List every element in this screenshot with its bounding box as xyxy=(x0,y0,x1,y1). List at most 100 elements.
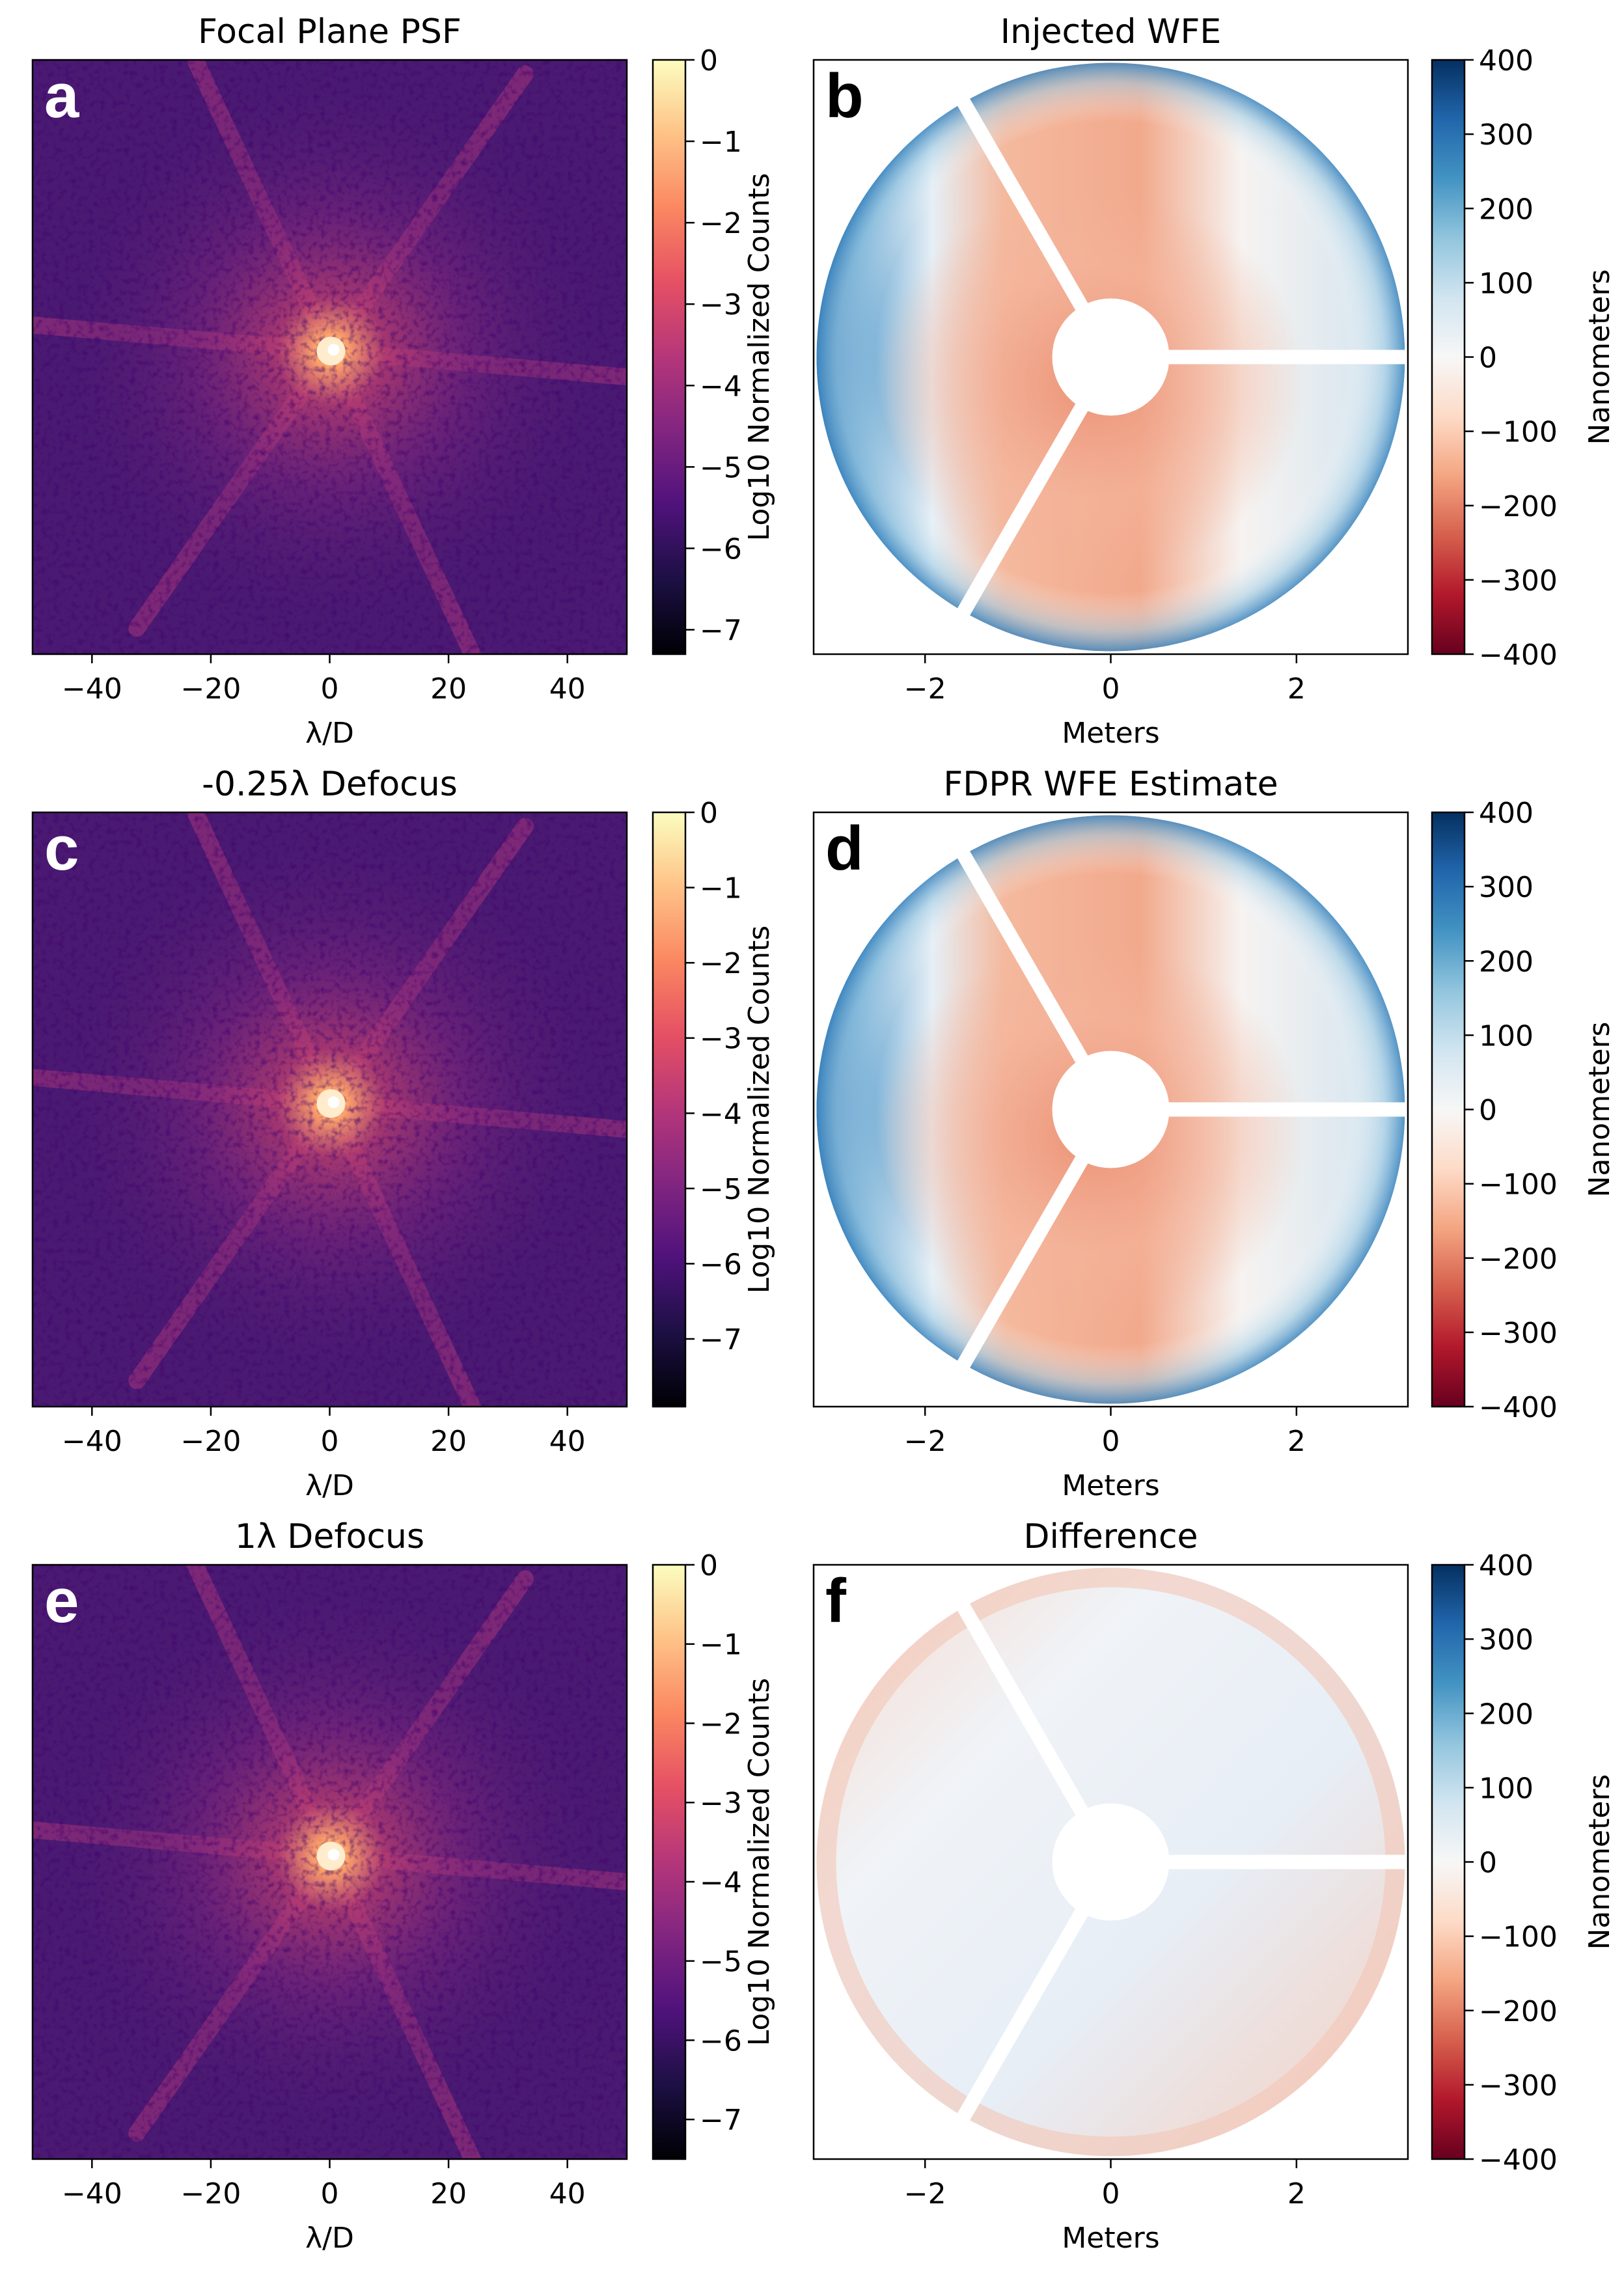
colorbar-d: 400 300 200 100 0 −100 −200 −300 −400 Nanometers xyxy=(1431,797,1616,1424)
x-tick-label: 2 xyxy=(1287,2177,1306,2211)
colorbar-tick-label: 100 xyxy=(1479,1019,1534,1053)
psf-peak xyxy=(327,344,340,356)
colorbar-tick-label: 0 xyxy=(1479,1094,1497,1127)
x-tick-label: 0 xyxy=(1102,672,1120,706)
x-tick-label: 0 xyxy=(321,1425,339,1458)
colorbar-tick-label: −5 xyxy=(700,1173,742,1206)
colorbar-tick-label: −2 xyxy=(700,947,742,980)
colorbar-tick-label: −1 xyxy=(700,126,742,159)
x-axis-label: λ/D xyxy=(305,1469,354,1502)
x-axis-label: Meters xyxy=(1062,717,1159,750)
colorbar-tick-label: −300 xyxy=(1479,2069,1558,2102)
x-axis-label: Meters xyxy=(1062,2222,1159,2255)
colorbar-tick-label: 0 xyxy=(700,797,718,830)
x-tick-label: −40 xyxy=(62,1425,122,1458)
central-obscuration xyxy=(1052,298,1170,416)
colorbar-tick-label: −2 xyxy=(700,207,742,240)
panel-title: FDPR WFE Estimate xyxy=(943,765,1278,804)
colorbar-tick-label: −4 xyxy=(700,370,742,403)
colorbar-tick-label: −4 xyxy=(700,1866,742,1899)
colorbar-tick-label: −3 xyxy=(700,288,742,322)
x-axis-c: −40 −20 0 20 40 λ/D xyxy=(62,1407,586,1502)
psf-panel-a xyxy=(31,59,628,655)
colorbar-f: 400 300 200 100 0 −100 −200 −300 −400 Nanometers xyxy=(1431,1549,1616,2177)
colorbar-tick-label: −100 xyxy=(1479,1921,1558,1954)
colorbar-tick-label: 100 xyxy=(1479,267,1534,300)
colorbar-tick-label: −6 xyxy=(700,2024,742,2058)
colorbar-tick-label: −200 xyxy=(1479,1995,1558,2028)
colorbar-tick-label: −3 xyxy=(700,1787,742,1820)
colorbar-label: Nanometers xyxy=(1583,1022,1616,1198)
colorbar-tick-label: 200 xyxy=(1479,1698,1534,1731)
colorbar-gradient xyxy=(1431,59,1466,655)
panel-title: -0.25λ Defocus xyxy=(202,765,458,804)
x-tick-label: 0 xyxy=(1102,2177,1120,2211)
x-tick-label: 0 xyxy=(321,672,339,706)
x-axis-a: −40 −20 0 20 40 λ/D xyxy=(62,654,586,750)
colorbar-tick-label: −300 xyxy=(1479,564,1558,598)
x-axis-label: λ/D xyxy=(305,2222,354,2255)
colorbar-b: 400 300 200 100 0 −100 −200 −300 −400 Nanometers xyxy=(1431,44,1616,672)
psf-peak xyxy=(327,1849,340,1861)
colorbar-tick-label: −4 xyxy=(700,1097,742,1131)
x-axis-label: λ/D xyxy=(305,717,354,750)
colorbar-tick-label: 0 xyxy=(700,1549,718,1582)
colorbar-e: 0 −1 −2 −3 −4 −5 −6 −7 Log10 Normalized Counts xyxy=(652,1549,776,2160)
colorbar-tick-label: −7 xyxy=(700,2104,742,2137)
x-tick-label: −2 xyxy=(904,1425,946,1458)
pupil-panel-d xyxy=(812,811,1417,1408)
colorbar-tick-label: 400 xyxy=(1479,44,1534,77)
colorbar-tick-label: 300 xyxy=(1479,1623,1534,1657)
colorbar-tick-label: −7 xyxy=(700,1323,742,1357)
psf-panel-e xyxy=(31,1564,628,2160)
colorbar-a: 0 −1 −2 −3 −4 −5 −6 −7 Log10 Normalized Counts xyxy=(652,44,776,655)
colorbar-tick-label: 0 xyxy=(700,44,718,77)
x-tick-label: 40 xyxy=(549,1425,586,1458)
x-tick-label: 20 xyxy=(430,672,467,706)
central-obscuration xyxy=(1052,1803,1170,1921)
x-tick-label: 20 xyxy=(430,2177,467,2211)
colorbar-tick-label: −2 xyxy=(700,1707,742,1741)
colorbar-tick-label: 300 xyxy=(1479,871,1534,904)
colorbar-label: Log10 Normalized Counts xyxy=(743,926,776,1294)
psf-panel-c xyxy=(31,811,628,1408)
colorbar-gradient xyxy=(652,59,687,655)
x-tick-label: 2 xyxy=(1287,672,1306,706)
x-tick-label: 20 xyxy=(430,1425,467,1458)
x-tick-label: −40 xyxy=(62,672,122,706)
psf-image xyxy=(33,60,627,654)
pupil-panel-b xyxy=(812,59,1417,655)
colorbar-gradient xyxy=(652,811,687,1408)
psf-image xyxy=(33,812,627,1407)
x-axis-b: −2 0 2 Meters xyxy=(904,654,1306,750)
x-tick-label: 40 xyxy=(549,672,586,706)
colorbar-tick-label: −100 xyxy=(1479,416,1558,449)
colorbar-gradient xyxy=(1431,1564,1466,2160)
x-axis-label: Meters xyxy=(1062,1469,1159,1502)
colorbar-tick-label: −7 xyxy=(700,614,742,647)
colorbar-tick-label: −1 xyxy=(700,1629,742,1662)
colorbar-tick-label: 300 xyxy=(1479,118,1534,152)
panel-letter: d xyxy=(825,814,864,883)
colorbar-tick-label: 200 xyxy=(1479,945,1534,978)
x-tick-label: −20 xyxy=(180,672,241,706)
x-axis-f: −2 0 2 Meters xyxy=(904,2159,1306,2255)
colorbar-tick-label: 200 xyxy=(1479,193,1534,226)
x-tick-label: 2 xyxy=(1287,1425,1306,1458)
x-tick-label: −2 xyxy=(904,2177,946,2211)
colorbar-tick-label: 0 xyxy=(1479,342,1497,375)
colorbar-label: Nanometers xyxy=(1583,1774,1616,1950)
pupil-panel-f xyxy=(812,1564,1417,2160)
colorbar-label: Log10 Normalized Counts xyxy=(743,173,776,542)
colorbar-tick-label: −6 xyxy=(700,532,742,566)
x-tick-label: 0 xyxy=(321,2177,339,2211)
x-tick-label: 40 xyxy=(549,2177,586,2211)
colorbar-tick-label: 400 xyxy=(1479,797,1534,830)
panel-title: 1λ Defocus xyxy=(235,1517,424,1556)
x-axis-d: −2 0 2 Meters xyxy=(904,1407,1306,1502)
x-tick-label: −2 xyxy=(904,672,946,706)
panel-letter: b xyxy=(825,61,864,131)
colorbar-tick-label: −200 xyxy=(1479,1243,1558,1276)
